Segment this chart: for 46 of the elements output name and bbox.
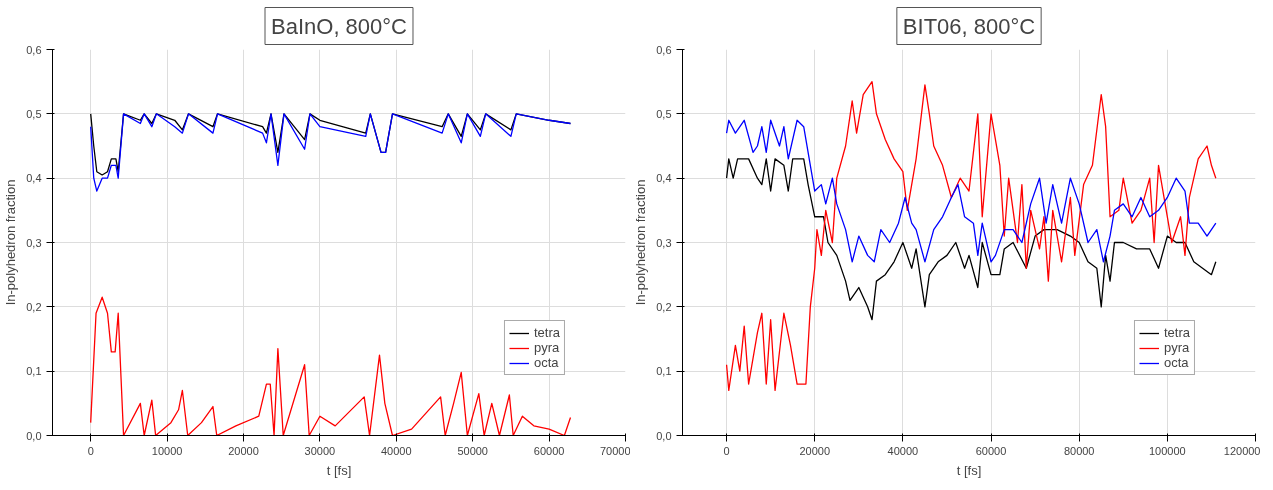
x-axis-title: t [fs] <box>956 462 982 478</box>
x-tick-label: 70000 <box>599 444 631 457</box>
legend-label: octa <box>1163 355 1189 370</box>
legend-label: tetra <box>1163 325 1190 340</box>
y-tick-label: 0,6 <box>656 43 672 56</box>
x-tick-label: 10000 <box>151 444 183 457</box>
line-series <box>725 158 1217 321</box>
x-tick-label: 40000 <box>887 444 919 457</box>
x-tick-label: 60000 <box>533 444 565 457</box>
y-tick-label: 0,3 <box>26 236 42 249</box>
y-tick-label: 0,2 <box>26 300 42 313</box>
y-axis-title: In-polyhedron fraction <box>3 179 19 306</box>
y-tick-label: 0,1 <box>26 365 42 378</box>
x-tick-label: 120000 <box>1223 444 1261 457</box>
y-tick-label: 0,5 <box>656 107 672 120</box>
x-tick-label: 20000 <box>228 444 259 457</box>
y-tick-label: 0,1 <box>656 365 672 378</box>
chart-title: BIT06, 800°C <box>902 13 1036 39</box>
y-tick-label: 0,3 <box>656 236 672 249</box>
y-axis-title: In-polyhedron fraction <box>633 179 649 306</box>
x-tick-label: 80000 <box>1063 444 1095 457</box>
legend-label: pyra <box>1163 340 1190 355</box>
x-tick-label: 0 <box>723 444 730 457</box>
y-tick-label: 0,0 <box>656 429 672 442</box>
x-tick-label: 30000 <box>304 444 336 457</box>
x-tick-label: 50000 <box>457 444 488 457</box>
y-tick-label: 0,6 <box>26 43 42 56</box>
line-series <box>90 296 572 436</box>
x-tick-label: 0 <box>87 444 94 457</box>
y-tick-label: 0,0 <box>26 429 42 442</box>
y-tick-label: 0,2 <box>656 300 672 313</box>
y-tick-label: 0,4 <box>26 172 42 185</box>
chart-title: BaInO, 800°C <box>271 13 408 39</box>
x-axis-title: t [fs] <box>326 462 352 478</box>
legend-label: pyra <box>533 340 560 355</box>
y-tick-label: 0,4 <box>656 172 672 185</box>
x-tick-label: 100000 <box>1148 444 1186 457</box>
y-tick-label: 0,5 <box>26 107 42 120</box>
line-series <box>725 119 1217 263</box>
legend-label: tetra <box>533 325 560 340</box>
x-tick-label: 60000 <box>975 444 1007 457</box>
legend-label: octa <box>533 355 559 370</box>
x-tick-label: 20000 <box>799 444 831 457</box>
line-series <box>90 113 572 192</box>
x-tick-label: 40000 <box>381 444 412 457</box>
line-series <box>725 81 1217 392</box>
